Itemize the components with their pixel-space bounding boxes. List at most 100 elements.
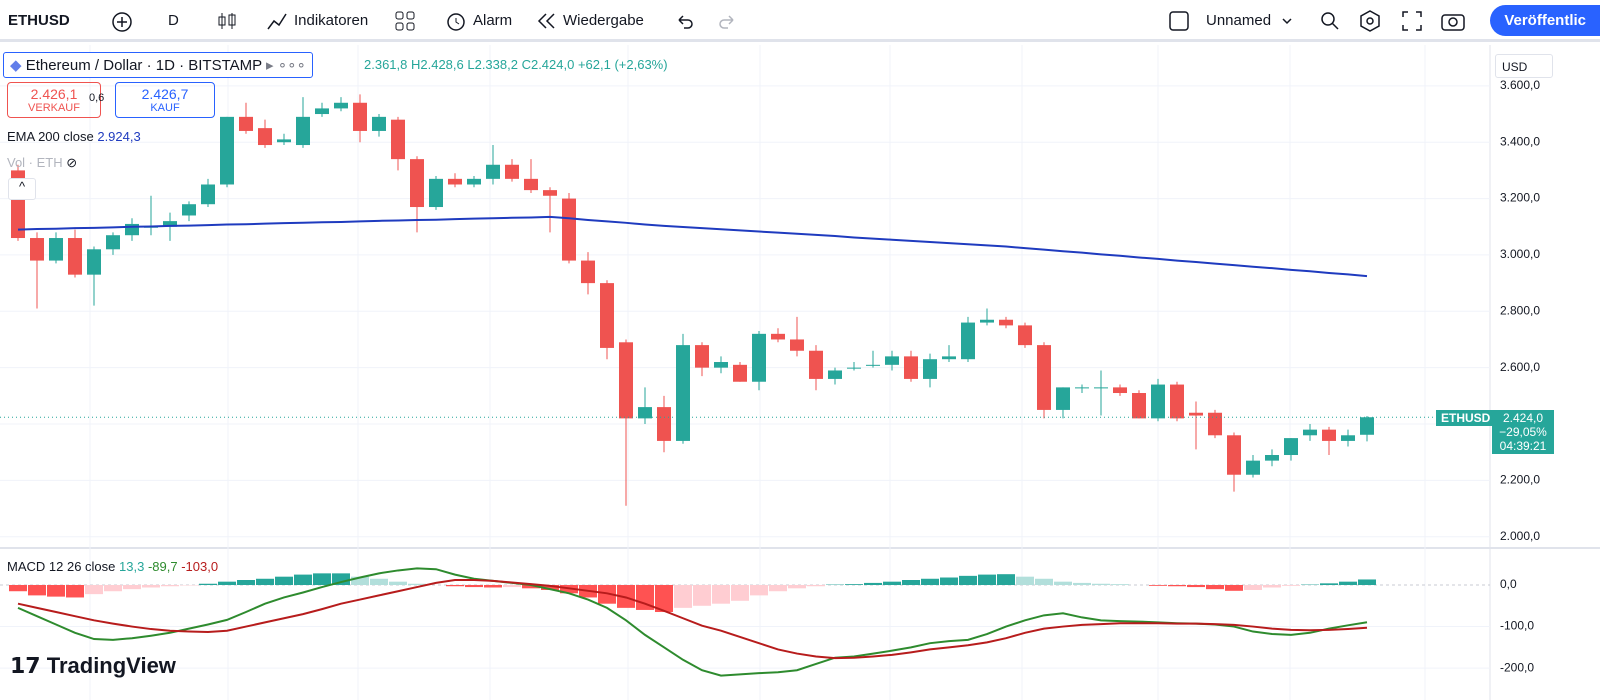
symbol-legend[interactable]: ◆ Ethereum / Dollar · 1D · BITSTAMP ▸ ∘∘… — [3, 52, 313, 78]
candle-body — [410, 159, 424, 208]
candle-body — [30, 238, 44, 261]
macd-histogram-bar — [541, 584, 559, 590]
macd-tick-label: -100,0 — [1500, 619, 1534, 633]
sell-label: VERKAUF — [28, 102, 80, 114]
candle-body — [296, 116, 310, 146]
macd-histogram-bar — [712, 584, 730, 604]
candle-body — [1265, 455, 1279, 461]
macd-histogram-bar — [598, 584, 616, 604]
candle-body — [562, 198, 576, 261]
y-tick-label: 3.000,0 — [1500, 247, 1540, 261]
undo-icon[interactable] — [675, 11, 695, 31]
brand-mark: 𝟭𝟳 — [10, 653, 47, 678]
macd-histogram-bar — [1358, 579, 1376, 585]
settings-icon[interactable] — [1358, 9, 1382, 33]
currency-button[interactable]: USD — [1495, 54, 1553, 78]
candle-body — [1284, 438, 1298, 456]
macd-histogram-bar — [1244, 584, 1262, 590]
quick-search-icon[interactable] — [1318, 9, 1342, 33]
candle-body — [1018, 325, 1032, 346]
candle-body — [809, 350, 823, 379]
candle-body — [220, 116, 234, 185]
buy-button[interactable]: 2.426,7 KAUF — [115, 82, 215, 118]
macd-histogram-bar — [902, 580, 920, 585]
toolbar: ETHUSD D Indikatoren Alarm Wiedergabe Un… — [0, 0, 1600, 42]
candle-body — [448, 178, 462, 185]
macd-histogram-bar — [1263, 584, 1281, 588]
publish-button[interactable]: Veröffentlic — [1490, 5, 1600, 36]
macd-histogram-bar — [161, 584, 179, 587]
candle-body — [885, 356, 899, 365]
candle-body — [695, 345, 709, 368]
candle-body — [353, 102, 367, 131]
candle-body — [999, 319, 1013, 326]
candle-body — [828, 370, 842, 379]
macd-histogram-bar — [484, 584, 502, 588]
ema-value: 2.924,3 — [97, 129, 141, 144]
buy-label: KAUF — [150, 102, 180, 114]
replay-icon[interactable] — [536, 11, 558, 31]
layout-name[interactable]: Unnamed — [1206, 12, 1272, 29]
candle-body — [923, 359, 937, 379]
candle-body — [1132, 393, 1146, 419]
candle-body — [1360, 417, 1374, 435]
macd-histogram-bar — [807, 584, 825, 587]
indicator-icon[interactable] — [265, 9, 289, 33]
macd-histogram-bar — [1339, 581, 1357, 585]
macd-histogram-bar — [788, 584, 806, 589]
macd-histogram-bar — [351, 576, 369, 585]
macd-histogram-bar — [750, 584, 768, 596]
candle-body — [1189, 412, 1203, 416]
candle-body — [581, 260, 595, 284]
y-tick-label: 3.400,0 — [1500, 134, 1540, 148]
templates-icon[interactable] — [393, 9, 417, 33]
brand-logo[interactable]: 𝟭𝟳 TradingView — [10, 653, 176, 679]
redo-icon[interactable] — [717, 11, 737, 31]
add-icon[interactable] — [110, 10, 134, 34]
candle-body — [1322, 429, 1336, 441]
layout-checkbox[interactable] — [1168, 10, 1190, 32]
macd-histogram-bar — [1206, 584, 1224, 590]
candle-body — [1227, 435, 1241, 475]
macd-histogram-bar — [674, 584, 692, 608]
candle-body — [334, 102, 348, 109]
replay-button[interactable]: Wiedergabe — [563, 12, 644, 29]
y-tick-label: 3.200,0 — [1500, 191, 1540, 205]
macd-histogram-bar — [1054, 581, 1072, 585]
candle-body — [1303, 429, 1317, 436]
macd-histogram-bar — [465, 584, 483, 588]
chart-type-icon[interactable] — [215, 9, 239, 33]
candle-body — [980, 319, 994, 323]
macd-histogram-bar — [237, 580, 255, 585]
interval[interactable]: D — [168, 12, 179, 29]
brand-name: TradingView — [46, 653, 176, 678]
candle-body — [258, 128, 272, 146]
candle-body — [771, 333, 785, 340]
snapshot-icon[interactable] — [1440, 9, 1466, 33]
candle-body — [1170, 384, 1184, 419]
alert-button[interactable]: Alarm — [473, 12, 513, 29]
indicators-button[interactable]: Indikatoren — [294, 12, 369, 29]
candle-body — [733, 364, 747, 382]
symbol-tag: ETHUSD — [1436, 410, 1496, 426]
candle-body — [1056, 387, 1070, 410]
candle-body — [847, 367, 861, 369]
symbol-search[interactable]: ETHUSD — [8, 12, 70, 29]
candle-body — [600, 283, 614, 348]
hidden-icon[interactable]: ⊘ — [66, 155, 78, 170]
candle-body — [315, 108, 329, 115]
candle-body — [619, 342, 633, 419]
alarm-icon[interactable] — [444, 9, 468, 33]
collapse-button[interactable]: ^ — [8, 178, 36, 200]
macd-histogram-bar — [199, 583, 217, 585]
fullscreen-icon[interactable] — [1400, 9, 1424, 33]
macd-tick-label: -200,0 — [1500, 660, 1534, 674]
sell-button[interactable]: 2.426,1 VERKAUF — [7, 82, 101, 118]
ema-line — [17, 215, 1368, 278]
candle-body — [638, 407, 652, 419]
macd-histogram-bar — [446, 584, 464, 587]
macd-histogram-bar — [1111, 584, 1129, 585]
macd-histogram-bar — [370, 578, 388, 585]
price-change: −29,05% — [1499, 425, 1547, 439]
layout-chevron[interactable] — [1280, 14, 1294, 28]
